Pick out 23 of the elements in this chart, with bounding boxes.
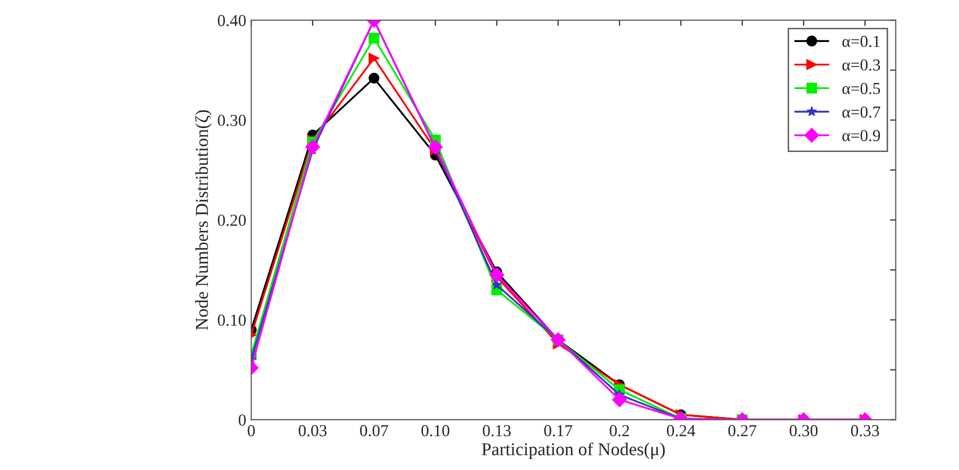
x-axis-title: Participation of Nodes(μ): [482, 442, 665, 460]
x-tick-label: 0.33: [851, 425, 879, 436]
x-tick-label: 0: [248, 425, 255, 436]
x-tick-label: 0.07: [360, 425, 388, 436]
legend-label: α=0.9: [842, 130, 880, 142]
y-tick-label: 0: [238, 414, 246, 426]
y-tick-label: 0.40: [218, 14, 246, 26]
legend-label: α=0.3: [842, 59, 880, 71]
x-tick-label: 0.03: [298, 425, 327, 436]
x-tick-label: 0.24: [666, 425, 696, 436]
y-tick-label: 0.20: [218, 214, 246, 226]
x-tick-label: 0.2: [610, 425, 630, 436]
x-tick-label: 0.10: [421, 425, 450, 436]
x-tick-label: 0.27: [728, 425, 756, 436]
y-axis-title: Node Numbers Distribution(ζ): [195, 110, 212, 330]
x-tick-label: 0.30: [790, 425, 818, 436]
x-tick-label: 0.17: [544, 425, 572, 436]
x-tick-label: 0.13: [482, 425, 511, 436]
y-tick-label: 0.30: [218, 114, 246, 126]
legend-label: α=0.1: [842, 36, 880, 48]
legend-label: α=0.7: [842, 106, 880, 118]
y-tick-label: 0.10: [218, 314, 246, 326]
legend-label: α=0.5: [842, 82, 880, 94]
